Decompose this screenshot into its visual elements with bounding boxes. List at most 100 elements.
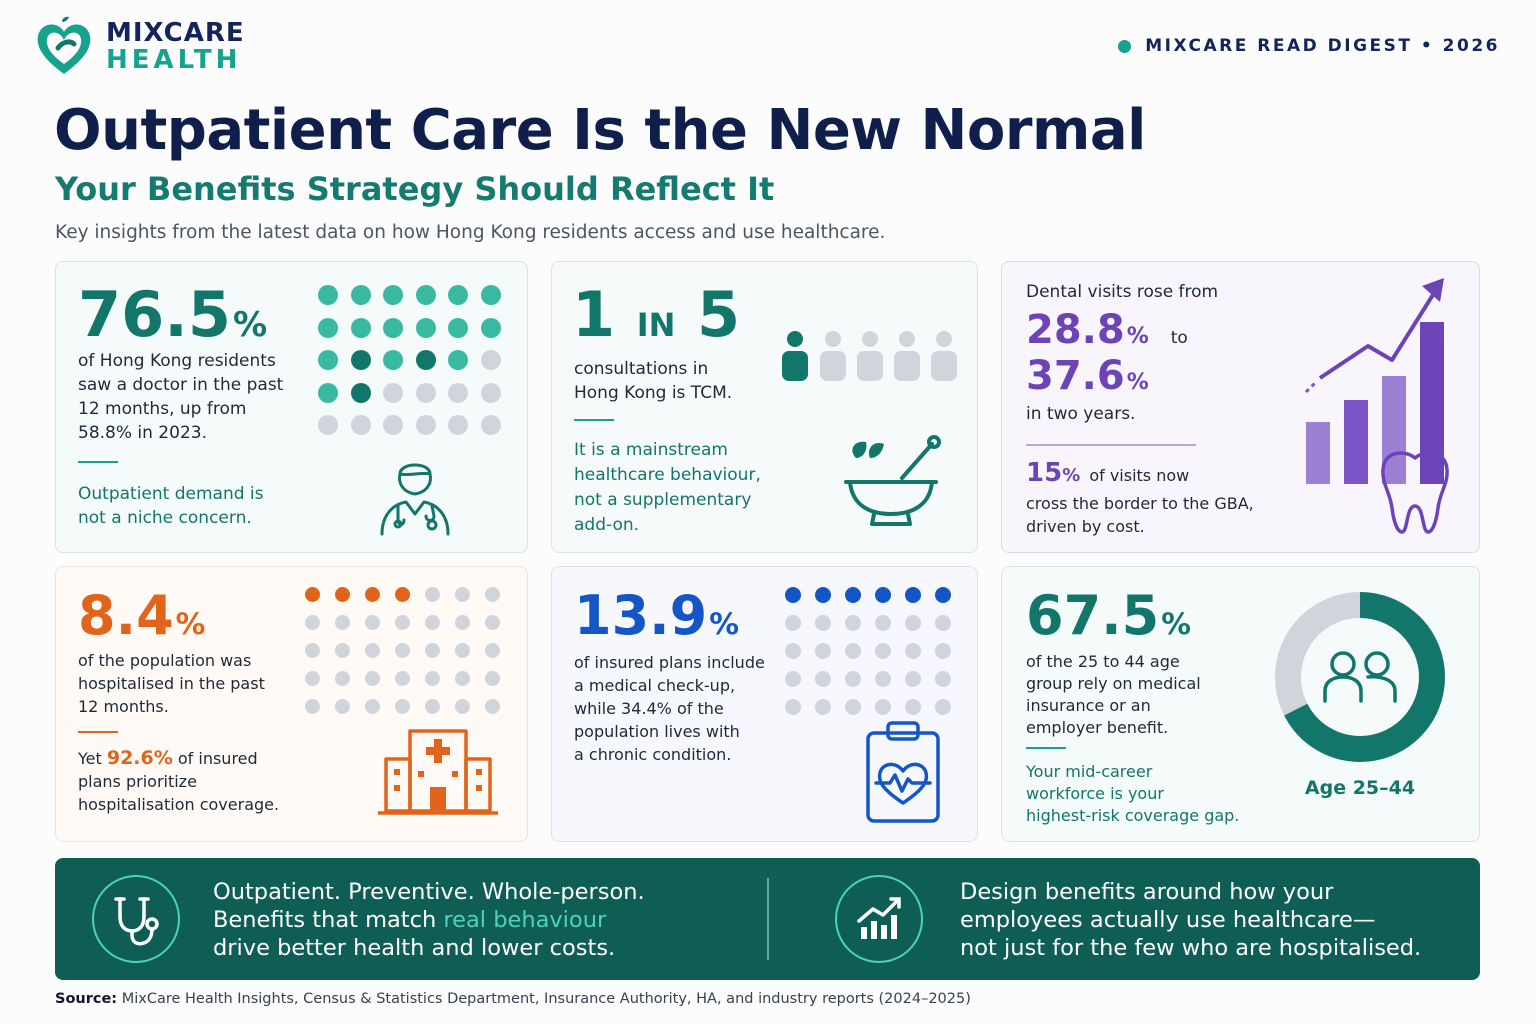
stat-unit: %: [175, 607, 206, 642]
dot: [815, 615, 831, 631]
digest-label: MIXCARE READ DIGEST • 2026: [1118, 36, 1500, 56]
banner-line: employees actually use healthcare—: [960, 907, 1376, 933]
divider: [78, 461, 118, 463]
dot: [448, 415, 468, 435]
dot: [905, 671, 921, 687]
desc-line: Hong Kong is TCM.: [574, 383, 733, 403]
stat-unit: %: [709, 607, 739, 642]
dot: [318, 285, 338, 305]
age-note: Your mid-career workforce is your highes…: [1026, 761, 1239, 827]
dot: [365, 615, 380, 630]
people-icon: [1323, 651, 1397, 703]
people-ratio-icon: [782, 331, 957, 381]
dot: [448, 317, 468, 338]
dot: [318, 415, 338, 435]
banner-left-text: Outpatient. Preventive. Whole-person. Be…: [213, 878, 645, 962]
dental-intro: Dental visits rose from: [1026, 282, 1219, 302]
dot: [480, 350, 501, 370]
dot: [318, 317, 338, 338]
desc-line: employer benefit.: [1026, 718, 1169, 737]
donut-label: Age 25–44: [1304, 777, 1416, 799]
dot: [425, 699, 440, 714]
dot: [845, 615, 861, 631]
note-line: It is a mainstream: [574, 440, 728, 460]
dot: [305, 615, 320, 630]
note-line: Outpatient demand is: [78, 484, 264, 504]
dot: [785, 643, 801, 659]
dot: [845, 587, 861, 603]
desc-line: of insured plans include: [574, 653, 765, 672]
dot: [480, 317, 501, 338]
dot: [415, 285, 436, 305]
stat-hospital-desc: of the population was hospitalised in th…: [78, 649, 265, 718]
stat-value: 13.9: [574, 584, 708, 647]
dot: [455, 671, 470, 686]
tcm-note: It is a mainstream healthcare behaviour,…: [574, 438, 761, 538]
banner-line: Benefits that match: [213, 907, 444, 933]
digest-text: MIXCARE READ DIGEST • 2026: [1145, 36, 1500, 56]
clipboard-heart-icon: [866, 721, 940, 823]
dot: [383, 317, 403, 338]
divider: [574, 419, 614, 421]
stat-tcm: 1 IN 5: [572, 284, 740, 346]
stat-connector: to: [1170, 328, 1188, 348]
desc-line: consultations in: [574, 359, 709, 379]
stat-age: 67.5%: [1026, 589, 1191, 643]
dot: [935, 699, 951, 715]
desc-line: 58.8% in 2023.: [78, 423, 207, 443]
brand-sub: HEALTH: [106, 45, 242, 75]
dot: [815, 643, 831, 659]
dot: [335, 671, 350, 686]
dot: [335, 587, 350, 602]
dot: [905, 643, 921, 659]
note-line: highest-risk coverage gap.: [1026, 806, 1240, 825]
dot: [383, 350, 403, 370]
card-checkup: 13.9% of insured plans include a medical…: [551, 566, 978, 842]
age-donut-chart: [1275, 592, 1445, 762]
stat-value: 8.4: [78, 584, 174, 647]
dot: [318, 350, 338, 370]
stat-tcm-desc: consultations in Hong Kong is TCM.: [574, 357, 732, 405]
dot: [425, 615, 440, 630]
donut-value-arc: [1275, 592, 1445, 762]
desc-line: saw a doctor in the past: [78, 375, 284, 395]
dot: [875, 587, 891, 603]
dot: [415, 317, 436, 338]
dot: [350, 382, 371, 403]
divider: [1026, 747, 1066, 749]
stat-unit: %: [1062, 465, 1081, 486]
dot: [350, 415, 371, 435]
card-hospitalisation: 8.4% of the population was hospitalised …: [55, 566, 528, 842]
dot: [395, 699, 410, 714]
hospital-note: Yet 92.6% of insured plans prioritize ho…: [78, 747, 279, 816]
dot: [485, 587, 500, 602]
dot: [875, 699, 891, 715]
dot: [935, 643, 951, 659]
dot: [845, 671, 861, 687]
dot: [875, 643, 891, 659]
dot: [448, 350, 468, 370]
dot: [415, 350, 436, 370]
banner-line: not just for the few who are hospitalise…: [960, 935, 1422, 961]
banner-line: Design benefits around how your: [960, 879, 1334, 905]
stat-dental-to: 37.6%: [1026, 356, 1149, 396]
note-line: hospitalisation coverage.: [78, 795, 280, 814]
dot: [365, 587, 380, 602]
dot: [448, 382, 468, 403]
dot: [455, 699, 470, 714]
dot: [395, 671, 410, 686]
dot: [318, 382, 338, 403]
desc-line: group rely on medical: [1026, 674, 1201, 693]
dot: [455, 615, 470, 630]
stat-value: 1: [572, 278, 616, 351]
stat-doctor: 76.5%: [78, 284, 267, 346]
desc-line: population lives with: [574, 722, 740, 741]
dot: [935, 671, 951, 687]
dot: [815, 699, 831, 715]
dot: [335, 643, 350, 658]
dental-desc: cross the border to the GBA, driven by c…: [1026, 492, 1254, 538]
dot: [415, 415, 436, 435]
dot: [905, 587, 921, 603]
note-yet: Yet: [78, 749, 102, 768]
note-line: healthcare behaviour,: [574, 465, 761, 485]
